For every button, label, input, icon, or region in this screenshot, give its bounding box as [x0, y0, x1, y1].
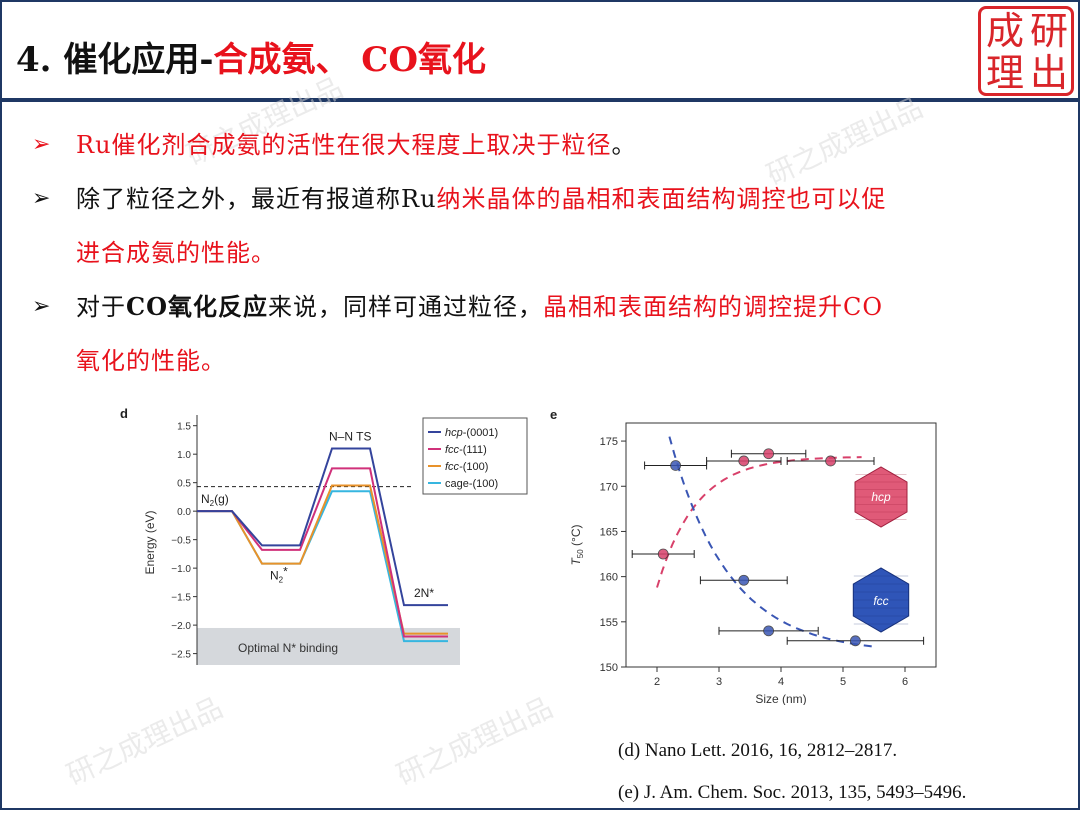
bullet-text: Ru催化剂合成氨的活性在很大程度上取决于粒径	[76, 131, 612, 159]
bullet-line: Ru催化剂合成氨的活性在很大程度上取决于粒径。	[76, 118, 1062, 172]
reference-e: (e) J. Am. Chem. Soc. 2013, 135, 5493–54…	[618, 782, 967, 803]
y-tick-label: 0.0	[177, 507, 191, 518]
y-axis-label: T50 (°C)	[569, 524, 585, 565]
reference-d: (d) Nano Lett. 2016, 16, 2812–2817.	[618, 740, 898, 761]
bullet-text: 来说，同样可通过粒径，	[268, 293, 544, 321]
y-tick-label: −2.0	[171, 621, 191, 632]
y-tick-label: 150	[600, 662, 618, 674]
t50-size-figure: e 2 3 4 5 6 150 155 160 165 170 175 Size (nm) T50 (°C…	[550, 407, 937, 705]
state-label-nnts: N–N TS	[329, 429, 371, 443]
fcc-trend-curve	[668, 436, 875, 648]
x-tick-label: 4	[778, 676, 784, 688]
logo-char: 理	[985, 51, 1024, 95]
y-tick-label: −1.0	[171, 564, 191, 575]
fcc-data-point	[738, 574, 750, 586]
hcp-data-point	[825, 455, 837, 467]
state-label-n2star: N2*	[270, 565, 288, 585]
y-tick-label: 155	[600, 617, 618, 629]
bullet-arrow-icon: ➢	[32, 294, 52, 319]
optimal-binding-label: Optimal N* binding	[238, 641, 338, 655]
bullet-text: 晶相和表面结构的调控提升CO	[543, 293, 884, 321]
hcp-data-point	[763, 448, 775, 460]
bullet-line: 氧化的性能。	[76, 334, 1062, 388]
energy-diagram-figure: d Optimal N* binding 1.5 1.0 0.5 0.0 −0.5 −1.0 −…	[120, 406, 528, 665]
legend-entry: cage-(100)	[445, 478, 498, 490]
bullet-item: ➢ 对于CO氧化反应来说，同样可通过粒径，晶相和表面结构的调控提升CO 氧化的性能。	[32, 280, 1062, 388]
y-tick-label: −1.5	[171, 593, 191, 604]
panel-label: e	[550, 407, 557, 422]
title-prefix: 4. 催化应用-	[16, 40, 214, 80]
x-tick-label: 2	[654, 676, 660, 688]
bullet-item: ➢ Ru催化剂合成氨的活性在很大程度上取决于粒径。	[32, 118, 1062, 172]
bullet-text: CO氧化反应	[126, 292, 269, 321]
y-tick-label: −0.5	[171, 536, 191, 547]
panel-label: d	[120, 406, 128, 421]
hcp-particle-label: hcp	[871, 490, 891, 504]
y-tick-label: 0.5	[177, 479, 191, 490]
state-label-n2g: N2(g)	[201, 492, 229, 508]
y-tick-label: 1.0	[177, 450, 191, 461]
y-tick-label: 175	[600, 436, 618, 448]
bullet-text: 纳米晶体的晶相和表面结构调控也可以促	[436, 185, 887, 213]
legend-entry: fcc-(100)	[445, 461, 488, 473]
bullet-text: 进合成氨的性能。	[76, 239, 276, 267]
fcc-data-point	[670, 460, 681, 471]
logo-char: 成	[985, 9, 1024, 53]
logo-char: 研	[1029, 9, 1068, 53]
slide-header: 4. 催化应用-合成氨、 CO氧化	[2, 2, 1078, 98]
legend-entry: hcp-(0001)	[445, 427, 498, 439]
title-highlight: 合成氨、 CO氧化	[213, 40, 486, 80]
slide-title: 4. 催化应用-合成氨、 CO氧化	[16, 32, 486, 81]
series-line-fcc-(111)	[197, 467, 448, 638]
state-label-2n: 2N*	[414, 586, 434, 600]
header-divider	[2, 98, 1078, 102]
bullet-text: 对于	[76, 293, 126, 321]
y-axis-label: Energy (eV)	[143, 510, 157, 574]
fcc-particle-label: fcc	[873, 594, 888, 608]
bullet-line: 进合成氨的性能。	[76, 226, 1062, 280]
bullet-line: 对于CO氧化反应来说，同样可通过粒径，晶相和表面结构的调控提升CO	[76, 280, 1062, 334]
hcp-trend-curve	[656, 456, 862, 588]
bullet-line: 除了粒径之外，最近有报道称Ru纳米晶体的晶相和表面结构调控也可以促	[76, 172, 1062, 226]
logo-char: 出	[1029, 51, 1068, 95]
bullet-text: 除了粒径之外，最近有报道称Ru	[76, 185, 437, 213]
x-tick-label: 6	[902, 676, 908, 688]
bullet-list: ➢ Ru催化剂合成氨的活性在很大程度上取决于粒径。 ➢ 除了粒径之外，最近有报道称Ru…	[32, 118, 1062, 388]
y-tick-label: 1.5	[177, 422, 191, 433]
hcp-data-point	[657, 548, 669, 560]
bullet-text: 氧化的性能。	[76, 347, 226, 375]
x-tick-label: 3	[716, 676, 722, 688]
series-line-hcp-(0001)	[197, 447, 448, 607]
brand-logo: 成 研 理 出	[978, 6, 1074, 96]
hcp-data-point	[738, 455, 750, 467]
bullet-text: 。	[611, 131, 637, 159]
fcc-data-point	[763, 625, 775, 637]
bullet-arrow-icon: ➢	[32, 132, 52, 157]
series-line-fcc-(100)	[197, 484, 448, 635]
legend-box	[422, 417, 528, 495]
y-tick-label: 165	[600, 526, 618, 538]
x-tick-label: 5	[840, 676, 846, 688]
hcp-particle-image	[854, 466, 908, 528]
bullet-arrow-icon: ➢	[32, 186, 52, 211]
x-axis-label: Size (nm)	[755, 692, 806, 705]
references: (d) Nano Lett. 2016, 16, 2812–2817. (e) …	[618, 730, 966, 814]
fcc-particle-image	[852, 567, 910, 633]
y-tick-label: −2.5	[171, 650, 191, 661]
legend-entry: fcc-(111)	[445, 444, 487, 456]
bullet-item: ➢ 除了粒径之外，最近有报道称Ru纳米晶体的晶相和表面结构调控也可以促进合成氨的性…	[32, 172, 1062, 280]
y-tick-label: 160	[600, 572, 618, 584]
y-tick-label: 170	[600, 481, 618, 493]
fcc-data-point	[849, 635, 861, 647]
